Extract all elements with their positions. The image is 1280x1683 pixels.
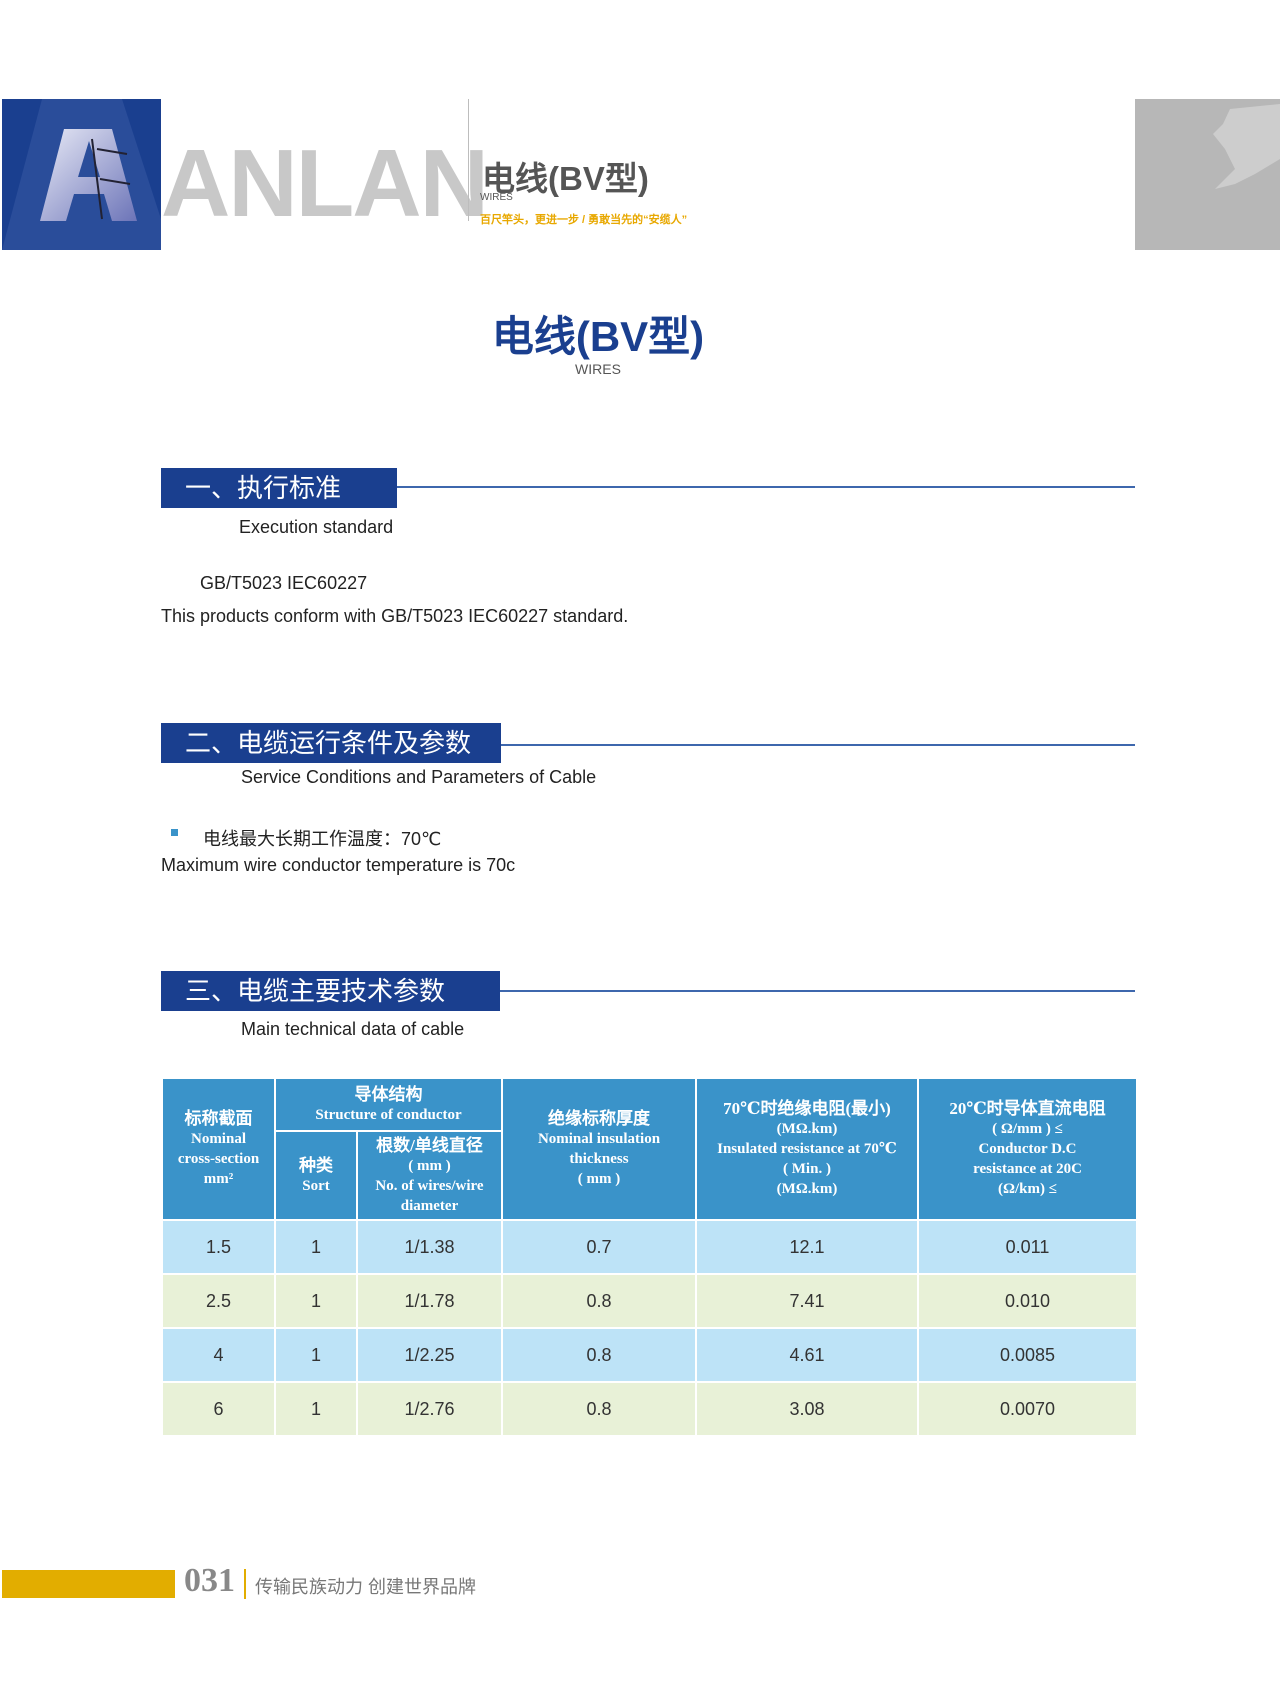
page-number: 031 xyxy=(184,1562,235,1599)
header-title: 电线(BV型) xyxy=(482,160,649,197)
section-2-title: 二、电缆运行条件及参数 xyxy=(161,723,501,763)
max-temp-en: Maximum wire conductor temperature is 70… xyxy=(161,855,516,875)
table-cell: 4.61 xyxy=(695,1327,919,1383)
page-title: 电线(BV型) xyxy=(491,313,705,360)
header-subtitle: WIRES xyxy=(480,192,513,203)
section-3-title: 三、电缆主要技术参数 xyxy=(161,971,500,1011)
section-2-rule xyxy=(501,744,1135,746)
table-cell: 4 xyxy=(161,1327,276,1383)
header-insulated-resistance: 70℃时绝缘电阻(最小) (MΩ.km) Insulated resistance … xyxy=(695,1077,919,1221)
table-cell: 7.41 xyxy=(695,1273,919,1329)
table-cell: 3.08 xyxy=(695,1381,919,1437)
table-cell: 2.5 xyxy=(161,1273,276,1329)
table-cell: 1 xyxy=(274,1381,358,1437)
header-dc-resistance: 20℃时导体直流电阻( Ω/mm ) ≤ Conductor D.C resista… xyxy=(917,1077,1138,1221)
table-row: 1.5 1 1/1.38 0.7 12.1 0.011 xyxy=(161,1219,1138,1275)
footer-divider xyxy=(244,1569,246,1599)
table-cell: 0.0085 xyxy=(917,1327,1138,1383)
table-cell: 1 xyxy=(274,1273,358,1329)
table-cell: 1 xyxy=(274,1219,358,1275)
page-subtitle: WIRES xyxy=(575,361,621,377)
section-1-title: 一、执行标准 xyxy=(161,468,397,508)
footer-accent-bar xyxy=(2,1570,175,1598)
table-cell: 1/1.78 xyxy=(356,1273,503,1329)
header-conductor-structure: 导体结构 Structure of conductor xyxy=(274,1077,503,1132)
table-row: 6 1 1/2.76 0.8 3.08 0.0070 xyxy=(161,1381,1138,1437)
max-temp-cn: 电线最大长期工作温度：70℃ xyxy=(203,829,442,849)
table-cell: 0.0070 xyxy=(917,1381,1138,1437)
header-divider xyxy=(468,99,469,221)
footer-slogan: 传输民族动力 创建世界品牌 xyxy=(255,1577,476,1597)
section-1-rule xyxy=(397,486,1135,488)
table-cell: 1 xyxy=(274,1327,358,1383)
header-insulation-thickness: 绝缘标称厚度 Nominal insulation thickness( mm ) xyxy=(501,1077,697,1221)
table-cell: 0.010 xyxy=(917,1273,1138,1329)
logo-image xyxy=(2,99,161,250)
section-3-rule xyxy=(500,990,1135,992)
header-slogan: 百尺竿头，更进一步 / 勇敢当先的“安缆人” xyxy=(480,214,688,226)
logo-text: ANLAN xyxy=(161,130,489,237)
header-nominal-section: 标称截面 Nominal cross-section mm² xyxy=(161,1077,276,1221)
table-row: 2.5 1 1/1.78 0.8 7.41 0.010 xyxy=(161,1273,1138,1329)
section-2-subtitle: Service Conditions and Parameters of Cab… xyxy=(241,767,597,787)
standard-statement: This products conform with GB/T5023 IEC6… xyxy=(161,606,629,626)
table-cell: 0.8 xyxy=(501,1273,697,1329)
table-cell: 0.8 xyxy=(501,1327,697,1383)
table-cell: 0.7 xyxy=(501,1219,697,1275)
table-cell: 1/2.76 xyxy=(356,1381,503,1437)
table-cell: 1/1.38 xyxy=(356,1219,503,1275)
standard-codes: GB/T5023 IEC60227 xyxy=(200,573,368,593)
header-wires-diameter: 根数/单线直径( mm ) No. of wires/wire diameter xyxy=(356,1130,503,1221)
table-cell: 12.1 xyxy=(695,1219,919,1275)
table-cell: 1/2.25 xyxy=(356,1327,503,1383)
table-cell: 6 xyxy=(161,1381,276,1437)
technical-data-table: 标称截面 Nominal cross-section mm² 导体结构 Structur… xyxy=(161,1077,1138,1437)
table-cell: 0.011 xyxy=(917,1219,1138,1275)
table-row: 4 1 1/2.25 0.8 4.61 0.0085 xyxy=(161,1327,1138,1383)
header-sort: 种类 Sort xyxy=(274,1130,358,1221)
section-1-subtitle: Execution standard xyxy=(239,517,394,537)
map-graphic xyxy=(1135,99,1280,250)
table-cell: 1.5 xyxy=(161,1219,276,1275)
section-3-subtitle: Main technical data of cable xyxy=(241,1019,465,1039)
bullet-square-icon xyxy=(171,829,178,836)
table-cell: 0.8 xyxy=(501,1381,697,1437)
